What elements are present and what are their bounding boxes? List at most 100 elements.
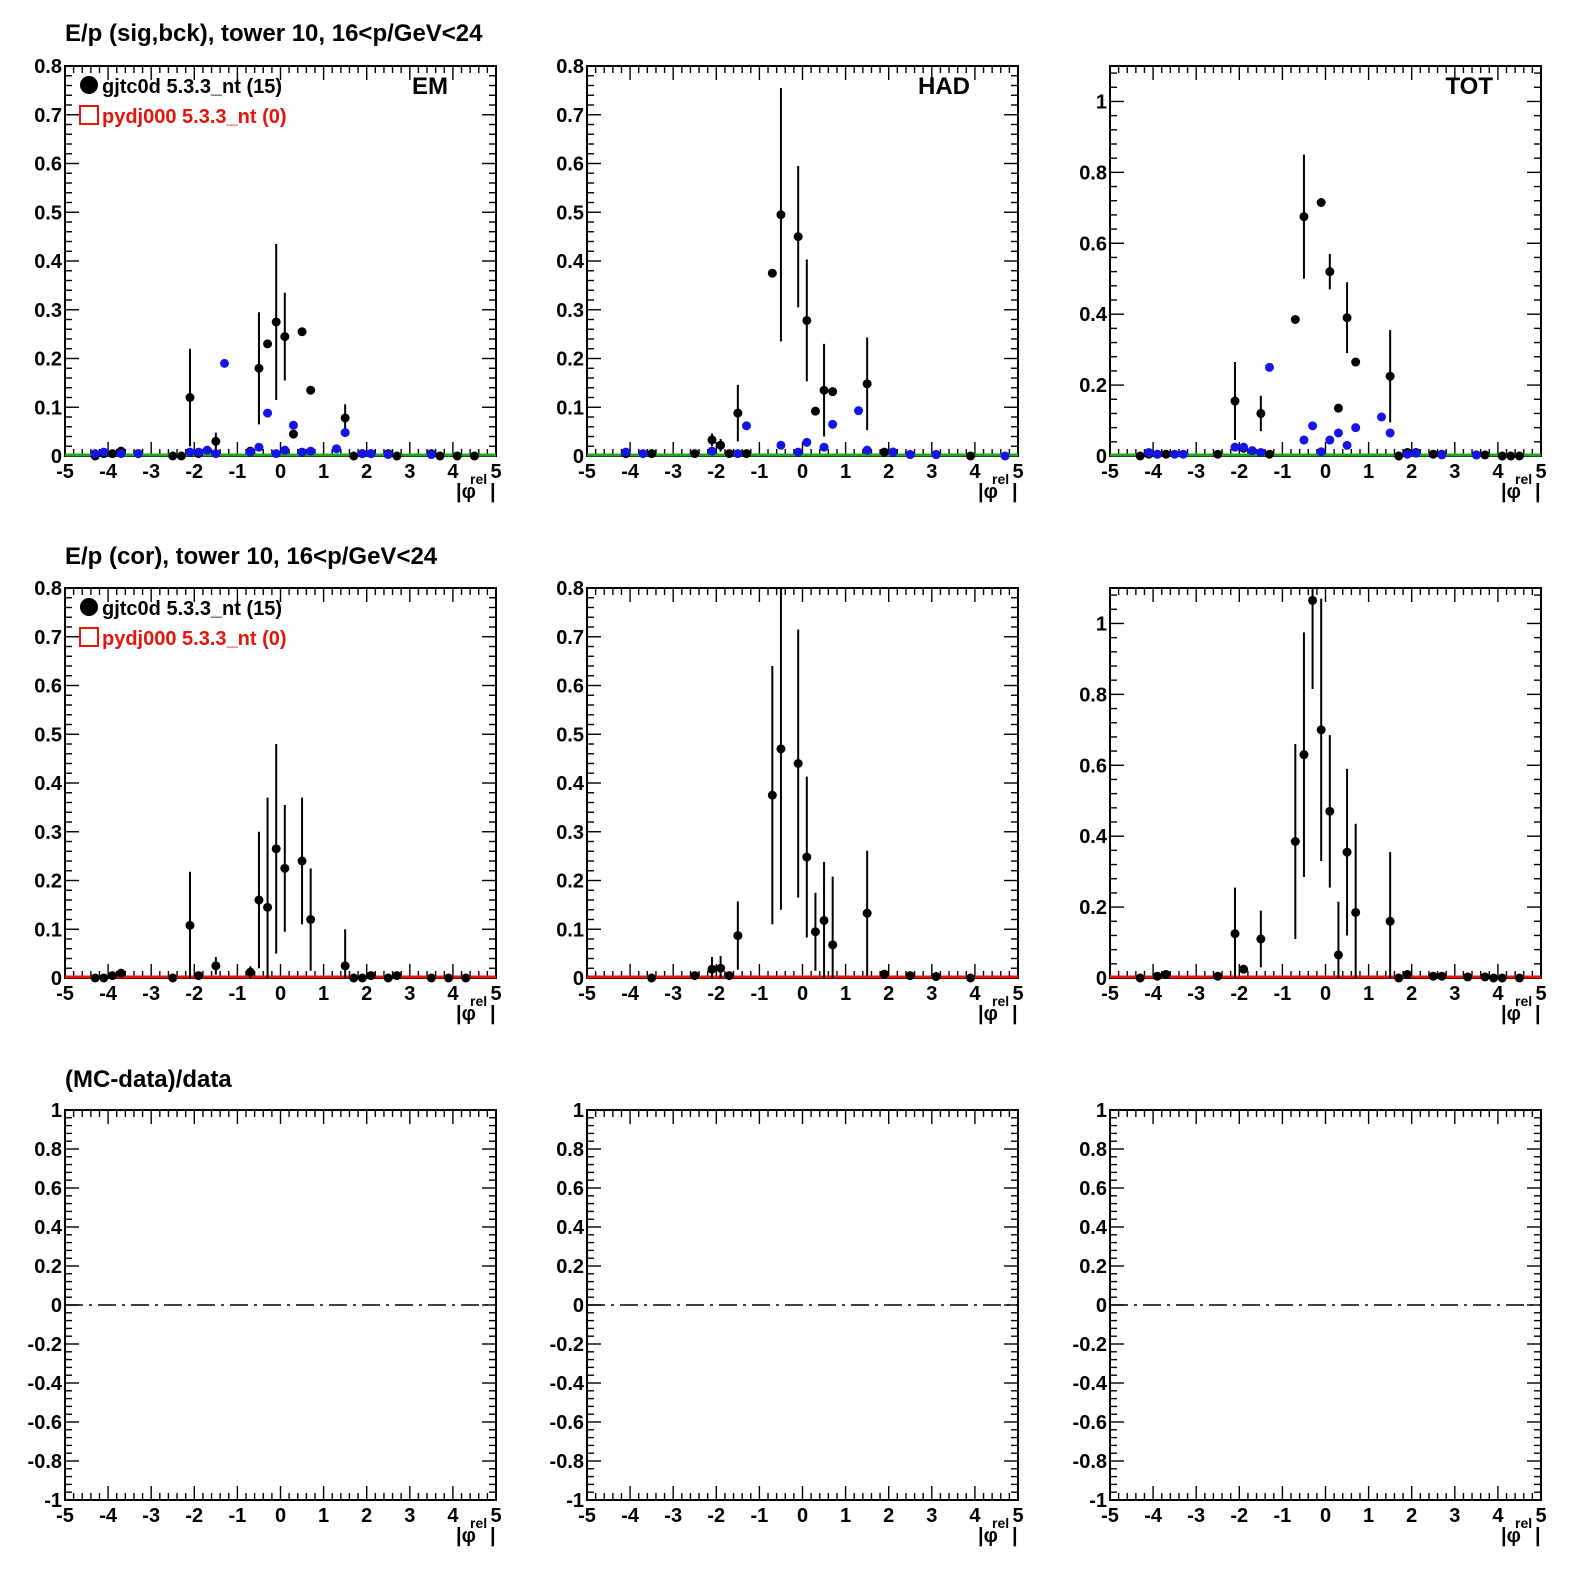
data-point <box>862 908 872 918</box>
data-point <box>966 973 976 983</box>
y-tick-label: -0.8 <box>550 1451 584 1473</box>
background-point <box>1178 449 1188 459</box>
background-point <box>1333 428 1343 438</box>
legend: gjtc0d 5.3.3_nt (15) pydj000 5.3.3_nt (0) <box>79 598 287 650</box>
y-tick-label: 0.8 <box>1079 162 1107 184</box>
data-point <box>1428 971 1438 981</box>
background-point <box>888 447 898 457</box>
data-point <box>452 451 462 461</box>
x-tick-label: -1 <box>751 983 769 1005</box>
x-axis-label-sup: rel <box>1515 471 1532 487</box>
x-tick-label: -5 <box>578 983 596 1005</box>
x-tick-label: 4 <box>1492 1505 1504 1527</box>
background-point <box>280 445 290 455</box>
x-tick-label: -5 <box>578 1505 596 1527</box>
x-axis-label-close: | <box>1535 1003 1541 1025</box>
x-tick-label: -3 <box>1187 983 1205 1005</box>
y-tick-label: 0 <box>1096 1295 1107 1317</box>
legend-data-label: gjtc0d 5.3.3_nt (15) <box>102 598 282 620</box>
y-tick-label: 0 <box>573 968 584 990</box>
data-point <box>1333 403 1343 413</box>
y-tick-label: 0.2 <box>556 349 584 371</box>
x-axis-label-close: | <box>490 481 496 503</box>
data-point <box>107 449 117 459</box>
x-tick-label: 5 <box>1535 1505 1546 1527</box>
background-point <box>306 446 316 456</box>
background-point <box>219 358 229 368</box>
panel-sig-em: -5 -4 -3 -2 -1 0 1 2 3 4 5 0 0.1 0.2 0.3 0.4 0.5 0.6 0.7 0.… <box>34 56 501 503</box>
data-point <box>767 268 777 278</box>
data-point <box>185 393 195 402</box>
data-point <box>707 435 717 445</box>
data-point <box>724 449 734 459</box>
x-axis-label-close: | <box>490 1525 496 1547</box>
x-tick-label: -3 <box>1187 1505 1205 1527</box>
background-point <box>1144 447 1154 457</box>
x-tick-label: -5 <box>1101 983 1119 1005</box>
x-tick-label: 1 <box>840 1505 851 1527</box>
x-axis-label: |φ <box>1501 1525 1521 1547</box>
x-tick-label: 1 <box>318 983 329 1005</box>
x-axis-label: |φ <box>1501 1003 1521 1025</box>
data-point <box>168 451 178 461</box>
data-point <box>741 449 751 459</box>
data-point <box>1290 837 1300 846</box>
background-point <box>1325 435 1335 445</box>
x-tick-label: 1 <box>1363 983 1374 1005</box>
data-point <box>862 379 872 389</box>
x-tick-label: -5 <box>1101 461 1119 483</box>
background-point <box>366 449 376 459</box>
data-point <box>254 363 264 373</box>
data-point <box>802 852 812 862</box>
data-point <box>426 973 436 983</box>
x-tick-label: -5 <box>56 1505 74 1527</box>
y-tick-label: -0.6 <box>28 1412 62 1434</box>
data-point <box>1290 315 1300 324</box>
y-tick-label: 0 <box>1096 446 1107 468</box>
x-axis-label: |φ <box>456 481 476 503</box>
background-point <box>340 428 350 438</box>
data-point <box>1394 973 1404 983</box>
panel-cor-em: -5 -4 -3 -2 -1 0 1 2 3 4 5 0 0.1 0.2 0.3 0.4 0.5 0.6 0.7 0.… <box>34 578 501 1025</box>
y-tick-label: 0.6 <box>556 1178 584 1200</box>
x-tick-label: -5 <box>56 461 74 483</box>
x-tick-label: 4 <box>447 461 459 483</box>
y-tick-label: 1 <box>51 1100 62 1122</box>
y-tick-label: 0.4 <box>1079 304 1108 326</box>
y-tick-label: 0.8 <box>34 1139 62 1161</box>
y-tick-label: 0.4 <box>556 773 585 795</box>
background-point <box>854 406 864 416</box>
data-point <box>392 971 402 981</box>
data-point <box>1230 929 1240 939</box>
data-point <box>1239 964 1249 974</box>
y-tick-label: -1 <box>1089 1490 1107 1512</box>
y-tick-label: -0.4 <box>28 1373 63 1395</box>
x-tick-label: 0 <box>275 1505 286 1527</box>
y-tick-label: 0.8 <box>34 578 62 600</box>
data-point <box>690 449 700 459</box>
data-point <box>733 931 743 941</box>
y-tick-label: 0.4 <box>34 773 63 795</box>
background-point <box>288 420 298 430</box>
data-point <box>793 232 803 242</box>
background-point <box>802 437 812 447</box>
x-tick-label: -3 <box>142 1505 160 1527</box>
x-tick-label: -2 <box>1230 461 1248 483</box>
y-tick-label: 1 <box>1096 1100 1107 1122</box>
x-tick-label: -1 <box>229 983 247 1005</box>
x-tick-label: 3 <box>1449 461 1460 483</box>
data-point <box>349 451 359 461</box>
data-point <box>1480 972 1490 982</box>
data-point <box>306 385 316 395</box>
data-point <box>280 863 290 873</box>
data-point <box>1152 971 1162 981</box>
data-point <box>297 856 307 866</box>
data-point <box>733 408 743 418</box>
x-tick-label: 2 <box>883 983 894 1005</box>
panel-ratio-em: -5 -4 -3 -2 -1 0 1 2 3 4 5 -1 -0.8 -0.6 -0.4 -0.2 0 0.2 0.… <box>28 1100 502 1547</box>
data-point <box>1385 916 1395 926</box>
x-axis-label-sup: rel <box>470 471 487 487</box>
data-point <box>1506 451 1516 461</box>
background-point <box>202 445 212 455</box>
